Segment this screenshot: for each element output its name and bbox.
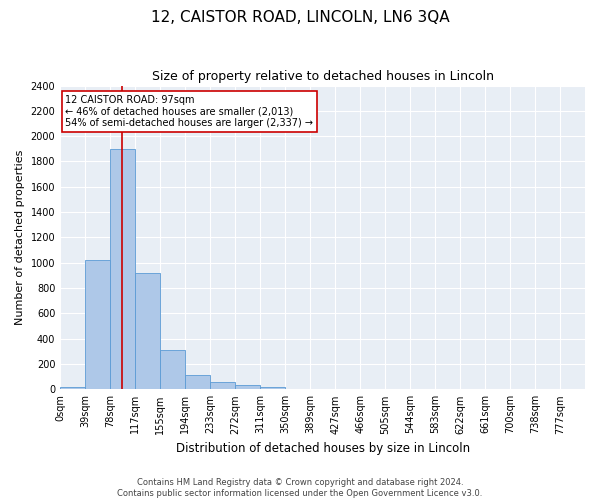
Bar	[185, 376, 210, 390]
Bar	[110, 149, 135, 390]
Title: Size of property relative to detached houses in Lincoln: Size of property relative to detached ho…	[152, 70, 494, 83]
Text: 12, CAISTOR ROAD, LINCOLN, LN6 3QA: 12, CAISTOR ROAD, LINCOLN, LN6 3QA	[151, 10, 449, 25]
Bar	[160, 350, 185, 390]
Bar	[135, 273, 160, 390]
Bar	[85, 260, 110, 390]
Bar	[60, 387, 85, 390]
Text: Contains HM Land Registry data © Crown copyright and database right 2024.
Contai: Contains HM Land Registry data © Crown c…	[118, 478, 482, 498]
Y-axis label: Number of detached properties: Number of detached properties	[15, 150, 25, 325]
X-axis label: Distribution of detached houses by size in Lincoln: Distribution of detached houses by size …	[176, 442, 470, 455]
Bar	[210, 382, 235, 390]
Bar	[260, 387, 285, 390]
Text: 12 CAISTOR ROAD: 97sqm
← 46% of detached houses are smaller (2,013)
54% of semi-: 12 CAISTOR ROAD: 97sqm ← 46% of detached…	[65, 94, 313, 128]
Bar	[235, 385, 260, 390]
